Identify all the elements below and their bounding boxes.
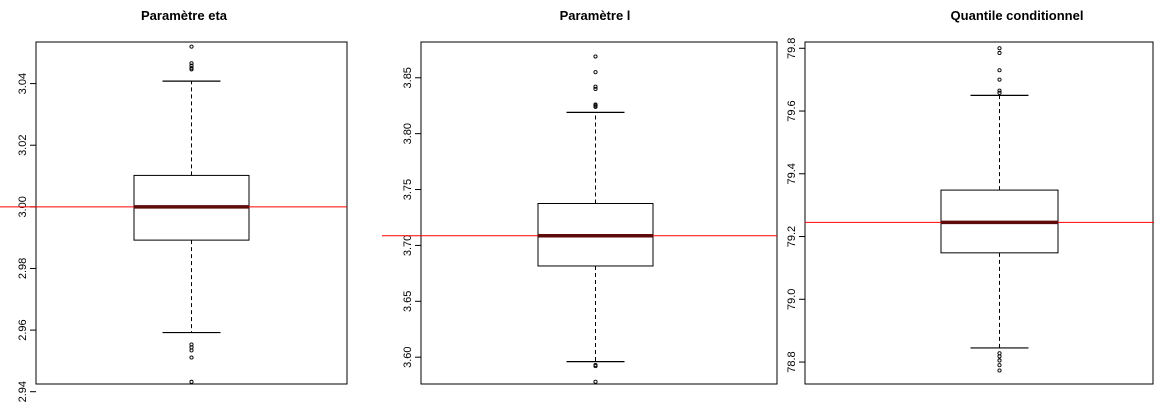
chart-title: Paramètre eta bbox=[141, 8, 228, 23]
outlier-point bbox=[189, 67, 194, 72]
y-tick-label: 79.2 bbox=[786, 226, 798, 247]
y-tick-label: 2.98 bbox=[17, 258, 29, 279]
y-tick-label: 3.70 bbox=[402, 235, 414, 256]
outlier-point bbox=[593, 379, 598, 384]
y-tick-label: 2.96 bbox=[17, 319, 29, 340]
boxplot-panel-2: Paramètre l 3.60 3.65 3.70 3.75 3.80 3.85 bbox=[382, 8, 778, 385]
y-tick-label: 3.75 bbox=[402, 179, 414, 200]
outlier-point bbox=[593, 84, 598, 89]
outlier-point bbox=[189, 348, 194, 353]
outlier-point bbox=[189, 61, 194, 66]
outlier-point bbox=[997, 68, 1002, 73]
y-tick-label: 3.02 bbox=[17, 135, 29, 156]
outlier-point bbox=[997, 46, 1002, 51]
y-tick-label: 79.4 bbox=[786, 163, 798, 184]
outlier-point bbox=[997, 358, 1002, 363]
plot-frame bbox=[420, 41, 778, 385]
outlier-point bbox=[593, 70, 598, 75]
outlier-point bbox=[189, 44, 194, 49]
outlier-point bbox=[593, 364, 598, 369]
outlier-point bbox=[189, 63, 194, 68]
y-tick-label: 3.60 bbox=[402, 346, 414, 367]
y-tick-label: 79.6 bbox=[786, 100, 798, 121]
outlier-point bbox=[189, 379, 194, 384]
chart-title: Paramètre l bbox=[560, 8, 631, 23]
y-tick-label: 2.94 bbox=[17, 381, 29, 402]
outlier-point bbox=[997, 368, 1002, 373]
y-tick-label: 79.0 bbox=[786, 289, 798, 310]
outlier-point bbox=[997, 88, 1002, 93]
y-tick-label: 3.04 bbox=[17, 73, 29, 94]
outlier-point bbox=[189, 355, 194, 360]
plot-frame bbox=[35, 41, 348, 385]
outlier-point bbox=[593, 104, 598, 109]
boxplot-panel-3: Quantile conditionnel 78.8 79.0 79.2 79.4 79.… bbox=[786, 8, 1154, 385]
y-tick-label: 3.85 bbox=[402, 67, 414, 88]
outlier-point bbox=[997, 50, 1002, 56]
outlier-point bbox=[997, 363, 1002, 368]
outlier-point bbox=[593, 54, 598, 59]
y-tick-label: 79.8 bbox=[786, 38, 798, 59]
outlier-point bbox=[997, 354, 1002, 359]
y-tick-label: 78.8 bbox=[786, 351, 798, 372]
chart-title: Quantile conditionnel bbox=[951, 8, 1084, 23]
outlier-point bbox=[997, 90, 1002, 95]
outlier-point bbox=[593, 86, 598, 91]
plot-frame bbox=[804, 41, 1154, 385]
y-tick-label: 3.80 bbox=[402, 123, 414, 144]
outlier-point bbox=[997, 77, 1002, 82]
y-tick-label: 3.65 bbox=[402, 291, 414, 312]
